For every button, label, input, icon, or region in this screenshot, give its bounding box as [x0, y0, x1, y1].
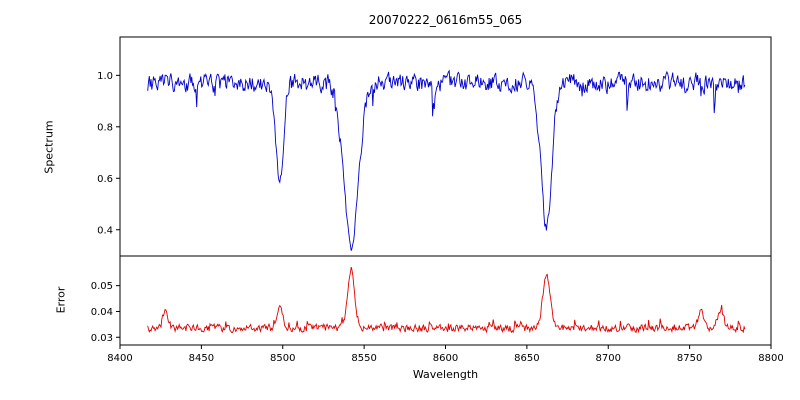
y-tick-label: 0.6: [97, 174, 113, 185]
x-tick-label: 8600: [433, 353, 458, 364]
y-tick-label: 0.04: [91, 307, 113, 318]
y-tick-label: 0.8: [97, 122, 113, 133]
error-axis-label: Error: [54, 286, 68, 314]
x-tick-label: 8450: [189, 353, 214, 364]
y-tick-label: 0.05: [91, 281, 113, 292]
chart-title: 20070222_0616m55_065: [368, 13, 523, 27]
x-tick-label: 8700: [596, 353, 621, 364]
spectrum-trace: [147, 69, 746, 251]
error-panel-frame: [119, 255, 772, 346]
x-tick-label: 8800: [758, 353, 783, 364]
y-tick-label: 0.4: [97, 225, 113, 236]
wavelength-axis-label: Wavelength: [412, 368, 479, 381]
x-tick-label: 8550: [351, 353, 376, 364]
x-tick-label: 8500: [270, 353, 295, 364]
x-tick-label: 8750: [677, 353, 702, 364]
error-trace: [147, 266, 746, 334]
y-tick-label: 0.03: [91, 333, 113, 344]
x-tick-label: 8650: [514, 353, 539, 364]
x-tick-label: 8400: [107, 353, 132, 364]
y-tick-label: 1.0: [97, 71, 113, 82]
spectrum-panel-frame: [119, 36, 772, 257]
spectrum-axis-label: Spectrum: [42, 120, 56, 174]
